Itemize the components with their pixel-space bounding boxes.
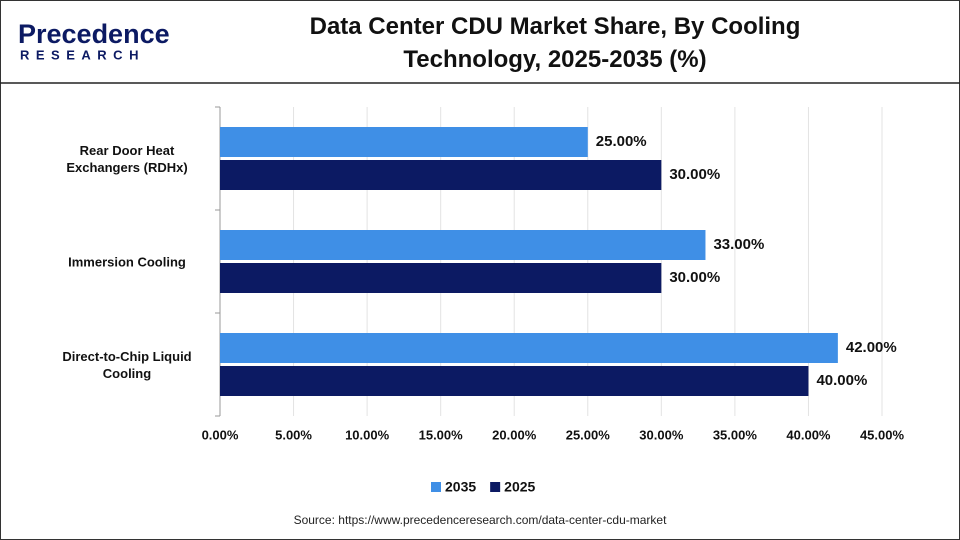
x-tick-label: 0.00% <box>202 427 239 442</box>
value-label: 25.00% <box>596 133 647 150</box>
legend-label: 2025 <box>504 479 535 495</box>
x-tick-label: 45.00% <box>860 427 905 442</box>
value-label: 30.00% <box>669 166 720 183</box>
bar <box>220 127 588 157</box>
value-label: 42.00% <box>846 339 897 356</box>
y-tick-label: Direct-to-Chip Liquid Cooling <box>62 348 192 381</box>
x-tick-label: 10.00% <box>345 427 390 442</box>
x-tick-label: 20.00% <box>492 427 537 442</box>
source: Source: https://www.precedenceresearch.c… <box>294 513 667 527</box>
bar <box>220 160 662 190</box>
x-tick-label: 25.00% <box>566 427 611 442</box>
x-tick-label: 40.00% <box>786 427 831 442</box>
logo-name: Precedence <box>18 19 170 49</box>
x-tick-label: 35.00% <box>713 427 758 442</box>
value-label: 30.00% <box>669 269 720 286</box>
x-tick-label: 15.00% <box>419 427 464 442</box>
value-label: 40.00% <box>816 372 867 389</box>
legend-swatch <box>431 482 441 492</box>
x-tick-label: 30.00% <box>639 427 684 442</box>
bar <box>220 230 706 260</box>
value-label: 33.00% <box>713 236 764 253</box>
logo-tagline: RESEARCH <box>20 47 145 62</box>
legend-swatch <box>490 482 501 492</box>
bar <box>220 366 809 396</box>
y-tick-label: Immersion Cooling <box>68 254 186 269</box>
chart-title: Data Center CDU Market Share, By Cooling… <box>309 13 801 73</box>
bar <box>220 263 662 293</box>
x-tick-label: 5.00% <box>275 427 312 442</box>
legend-label: 2035 <box>445 479 476 495</box>
bar <box>220 333 838 363</box>
y-tick-label: Rear Door Heat Exchangers (RDHx) <box>66 142 188 175</box>
